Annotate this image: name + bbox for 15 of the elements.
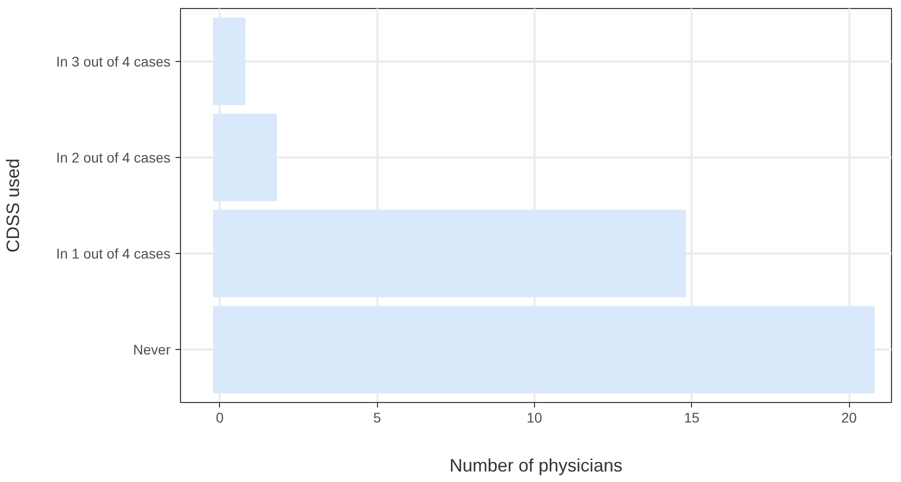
y-tick-label: In 2 out of 4 cases [56, 149, 170, 166]
bar [213, 210, 686, 298]
y-axis-title: CDSS used [3, 158, 24, 253]
bar [213, 114, 277, 202]
bar [213, 306, 875, 394]
x-tick-label: 0 [216, 410, 224, 426]
y-tick-label: In 3 out of 4 cases [56, 53, 170, 70]
x-tick-label: 5 [373, 410, 382, 426]
y-tick-label: In 1 out of 4 cases [56, 246, 170, 262]
x-tick-label: 20 [841, 410, 858, 426]
x-tick-label: 10 [526, 410, 542, 426]
x-tick-label: 15 [684, 410, 700, 426]
x-axis-title: Number of physicians [449, 456, 623, 476]
bar [213, 18, 246, 106]
y-tick-label: Never [133, 342, 171, 358]
